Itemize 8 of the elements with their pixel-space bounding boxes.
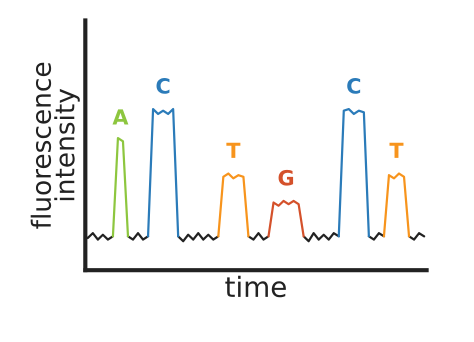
series-label: C — [156, 78, 170, 94]
y-axis-title: fluorescence intensity — [30, 62, 80, 229]
series-label: A — [112, 109, 128, 125]
series-label: T — [389, 142, 404, 158]
series-label: C — [347, 78, 360, 94]
series-label: G — [278, 170, 294, 186]
series-label: T — [226, 142, 240, 158]
x-axis-title: time — [225, 276, 286, 298]
